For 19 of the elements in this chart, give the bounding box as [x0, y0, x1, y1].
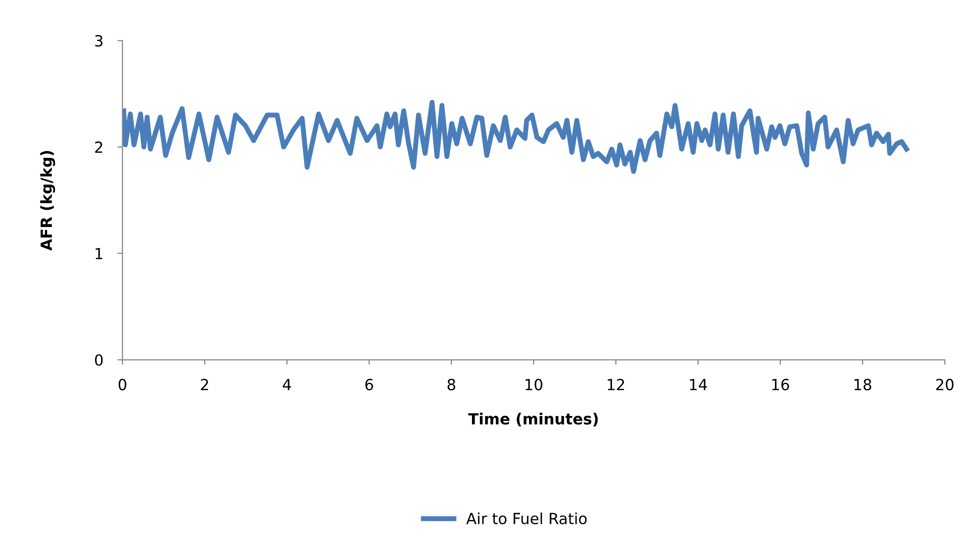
y-tick-label: 3 — [95, 35, 102, 47]
x-tick-label: 18 — [854, 378, 872, 390]
x-tick-label: 4 — [282, 378, 291, 390]
x-tick-label: 14 — [690, 378, 707, 390]
line-series — [122, 100, 909, 174]
x-tick-label: 10 — [526, 378, 542, 390]
x-tick-label: 6 — [365, 378, 374, 390]
legend-label: Air to Fuel Ratio — [466, 512, 587, 524]
x-tick-label: 0 — [118, 378, 126, 390]
x-tick-label: 8 — [448, 378, 456, 390]
x-axis-title: Time (minutes) — [468, 412, 598, 426]
x-tick-label: 20 — [936, 378, 954, 390]
y-tick-label: 2 — [95, 141, 102, 153]
y-tick-label: 0 — [95, 354, 103, 366]
x-tick-label: 2 — [200, 378, 208, 390]
x-tick-label: 16 — [772, 378, 790, 390]
y-axis-title: AFR (kg/kg) — [40, 150, 56, 251]
y-tick-label: 1 — [96, 248, 102, 260]
x-tick-label: 12 — [608, 378, 624, 390]
